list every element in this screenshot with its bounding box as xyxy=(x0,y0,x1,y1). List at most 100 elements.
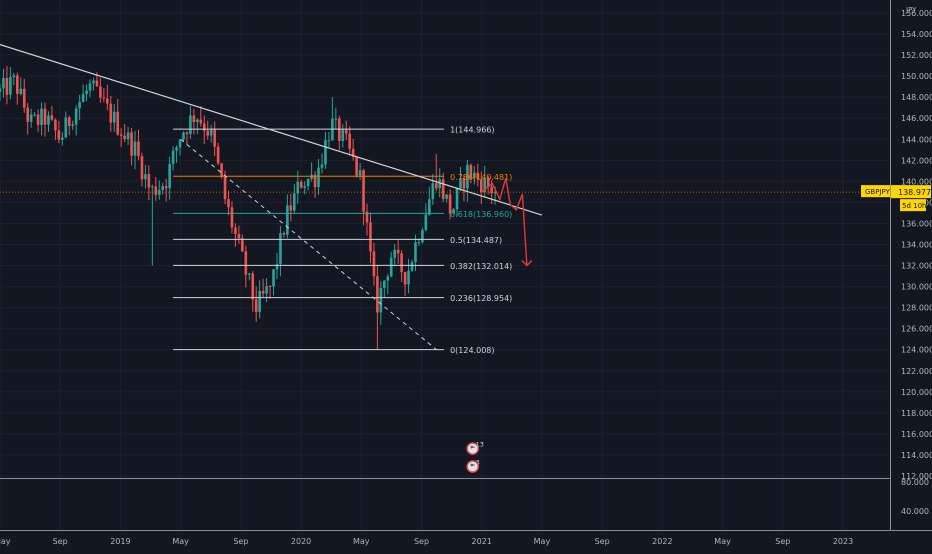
countdown-tag xyxy=(900,199,926,212)
candle-body-1 xyxy=(2,78,5,89)
candle-body-17 xyxy=(57,130,61,140)
fib-level-label-0.236: 0.236(128.954) xyxy=(450,294,512,303)
candle-body-79 xyxy=(272,269,275,287)
candle-body-126 xyxy=(434,183,438,189)
candle-body-78 xyxy=(268,286,272,288)
event-flag-icon-1[interactable] xyxy=(466,460,479,473)
candle-body-87 xyxy=(299,181,303,188)
candle-body-129 xyxy=(445,194,448,199)
candle-body-100 xyxy=(344,129,348,134)
price-tick-label-15: 142.000 xyxy=(901,156,932,165)
candle-body-76 xyxy=(261,291,265,294)
time-tick-label-8: 2021 xyxy=(472,537,492,546)
candle-body-60 xyxy=(206,130,210,136)
price-tick-label-16: 144.000 xyxy=(901,135,932,144)
fib-level-label-1: 1(144.966) xyxy=(450,126,494,135)
price-tick-label-6: 124.000 xyxy=(901,346,932,355)
trendlines[interactable] xyxy=(0,43,543,351)
flag-glyph-0 xyxy=(470,445,476,452)
fibonacci-retracement[interactable]: 1(144.966) 0.786(140.481) 0.618(136.960) 0.… xyxy=(173,126,512,356)
event-badges[interactable]: 13 3 xyxy=(466,441,484,473)
candle-body-38 xyxy=(130,132,133,156)
candle-body-143 xyxy=(493,192,497,194)
price-tick-label-20: 152.000 xyxy=(901,51,932,60)
candle-body-107 xyxy=(369,222,372,252)
candle-body-116 xyxy=(400,253,403,273)
candle-body-136 xyxy=(469,164,473,179)
candle-body-113 xyxy=(389,257,393,277)
candle-body-120 xyxy=(414,242,417,263)
last-price-tag xyxy=(891,185,931,199)
candle-body-125 xyxy=(431,183,435,200)
candle-body-81 xyxy=(279,233,282,265)
candle-body-42 xyxy=(144,174,147,180)
price-tick-label-9: 130.000 xyxy=(901,283,932,292)
candle-body-58 xyxy=(199,119,203,124)
candle-body-101 xyxy=(348,133,351,149)
descending-trendline[interactable] xyxy=(0,43,543,216)
candle-body-106 xyxy=(365,211,369,223)
candle-body-108 xyxy=(372,251,376,277)
time-tick-label-4: Sep xyxy=(233,537,248,546)
candle-body-52 xyxy=(178,139,182,148)
symbol-tag[interactable] xyxy=(861,185,890,198)
candle-body-49 xyxy=(168,163,171,189)
candle-body-16 xyxy=(54,119,57,131)
fib-level-label-0.5: 0.5(134.487) xyxy=(450,236,502,245)
candle-body-51 xyxy=(175,147,178,151)
candle-body-89 xyxy=(306,179,310,187)
candle-body-39 xyxy=(133,141,137,156)
candle-body-62 xyxy=(213,128,216,147)
currency-label: JPY xyxy=(905,6,917,14)
candle-body-137 xyxy=(473,172,476,179)
price-tick-label-18: 148.000 xyxy=(901,93,932,102)
candle-body-133 xyxy=(459,177,462,189)
candle-body-123 xyxy=(424,214,428,231)
candle-body-139 xyxy=(479,179,483,192)
candle-body-85 xyxy=(292,193,296,211)
symbol-label: GBPJPY xyxy=(865,188,891,196)
candle-body-12 xyxy=(40,108,43,125)
time-tick-label-6: May xyxy=(353,537,370,546)
projection-path[interactable] xyxy=(481,178,533,267)
candle-body-57 xyxy=(196,119,199,123)
candle-body-55 xyxy=(189,115,192,134)
candle-body-119 xyxy=(410,262,414,271)
candle-body-47 xyxy=(161,186,165,190)
candle-body-43 xyxy=(147,174,151,188)
price-axis[interactable]: 112.000 114.000 116.000 118.000 120.000 122.0… xyxy=(890,0,932,530)
candle-body-23 xyxy=(78,102,81,109)
time-axis[interactable]: May Sep 2019 May Sep 2020 May Sep 2021 May Sep 2022… xyxy=(0,530,932,550)
candle-body-33 xyxy=(112,111,116,123)
candle-body-29 xyxy=(99,86,102,98)
candle-body-134 xyxy=(462,177,466,189)
price-tick-label-10: 132.000 xyxy=(901,262,932,271)
candle-body-130 xyxy=(448,194,452,214)
projection-polyline[interactable] xyxy=(481,178,528,266)
last-price-value: 138.977 xyxy=(898,188,931,197)
candle-body-41 xyxy=(140,156,144,180)
candle-body-15 xyxy=(50,115,54,120)
candle-body-132 xyxy=(455,188,459,210)
candle-body-140 xyxy=(483,177,487,192)
candle-body-22 xyxy=(74,108,78,125)
time-tick-label-14: 2023 xyxy=(833,537,853,546)
candle-body-103 xyxy=(355,156,358,176)
candle-body-63 xyxy=(216,146,220,164)
candle-body-19 xyxy=(64,117,68,138)
candle-body-35 xyxy=(119,134,123,136)
candle-body-66 xyxy=(227,199,230,208)
candle-body-59 xyxy=(202,123,206,131)
price-tick-label-0: 112.000 xyxy=(901,472,932,481)
candle-body-8 xyxy=(26,107,29,122)
badge-count-1: 3 xyxy=(476,459,480,467)
candle-body-2 xyxy=(5,78,9,95)
event-flag-icon-0[interactable] xyxy=(466,442,479,455)
candle-body-3 xyxy=(9,77,12,95)
candle-body-30 xyxy=(102,97,106,99)
time-tick-label-9: May xyxy=(534,537,551,546)
badge-count-0: 13 xyxy=(476,441,484,449)
candle-body-21 xyxy=(71,124,75,127)
candle-body-90 xyxy=(310,174,313,180)
